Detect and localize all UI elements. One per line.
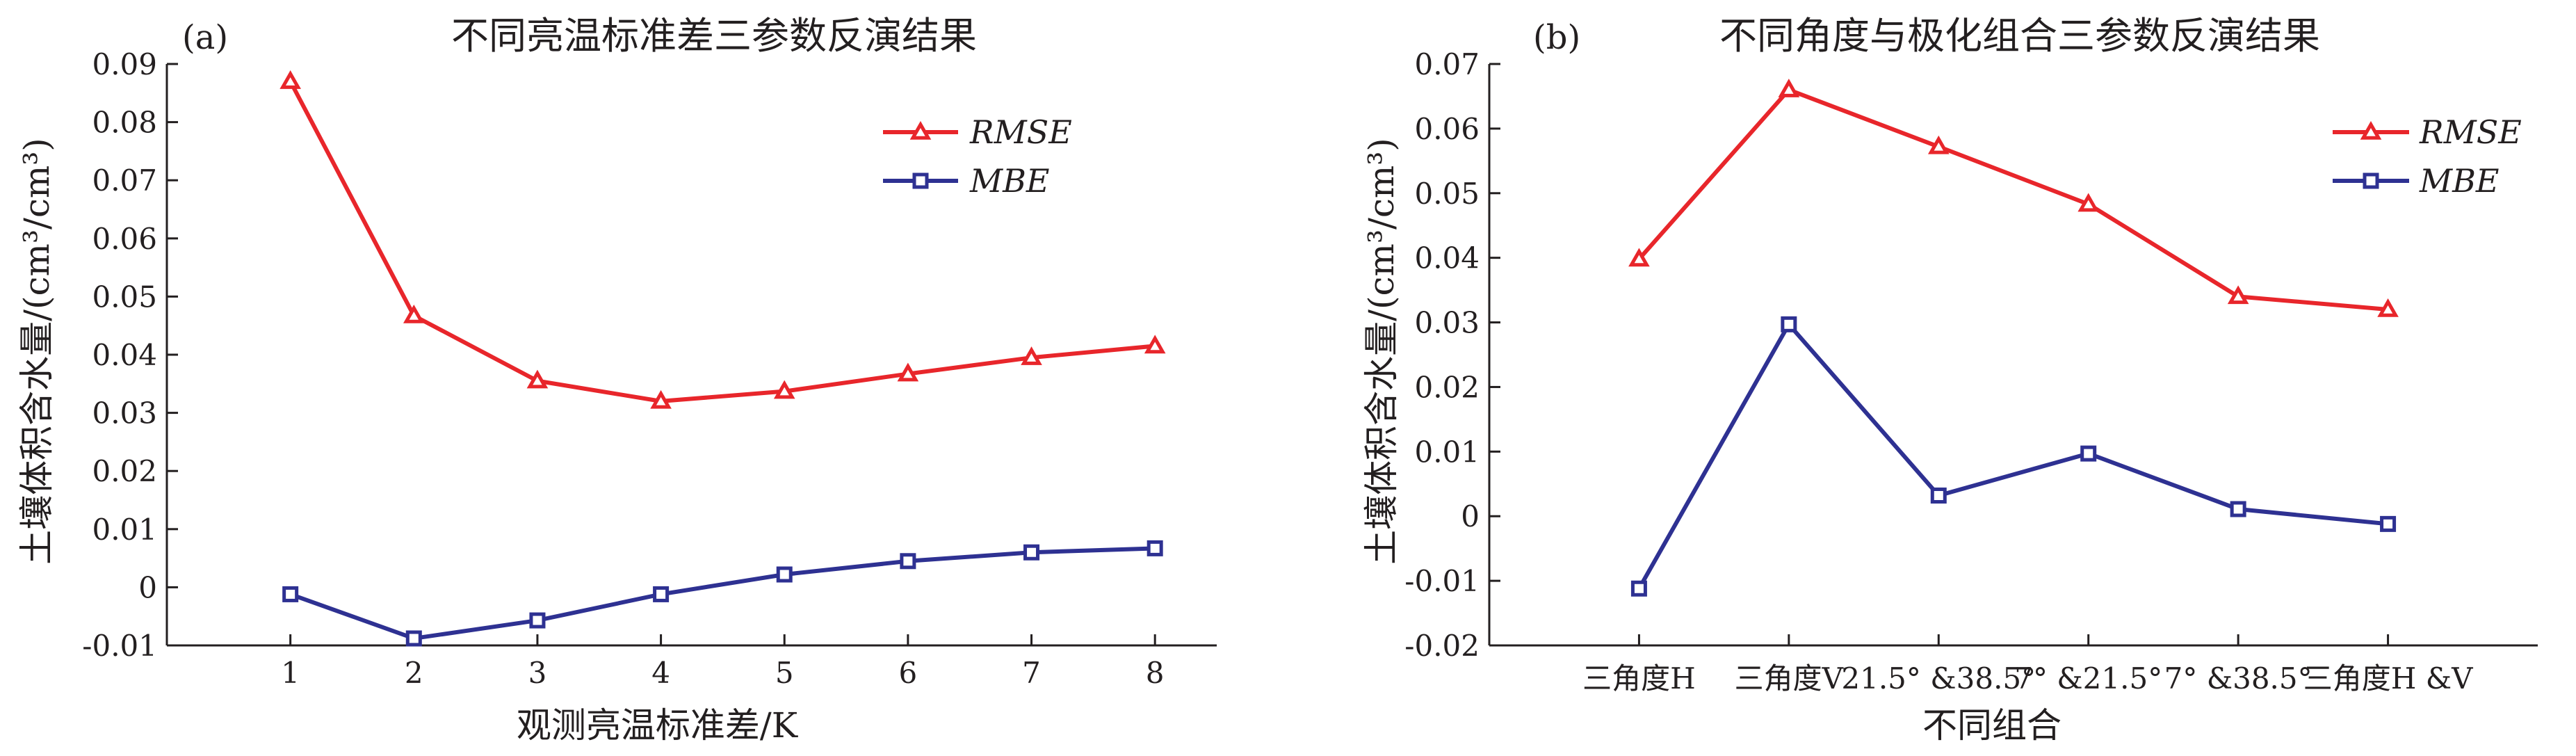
- data-point-mbe: [2230, 501, 2246, 517]
- x-tick-label: 21.5° &38.5°: [1841, 661, 2036, 695]
- y-tick-label: 0.02: [1414, 370, 1480, 404]
- panel-b-title: 不同角度与极化组合三参数反演结果: [1719, 14, 2320, 58]
- panel-a-tag: (a): [182, 18, 228, 57]
- data-point-rmse: [526, 369, 549, 389]
- y-tick-label: -0.01: [1404, 564, 1480, 598]
- x-tick-label: 6: [899, 656, 918, 690]
- y-tick-label: 0.07: [92, 163, 157, 198]
- data-point-mbe: [1781, 316, 1797, 332]
- x-tick-label: 4: [651, 656, 670, 690]
- data-point-rmse: [280, 70, 301, 89]
- x-tick-label: 7° &21.5°: [2014, 661, 2162, 695]
- y-tick-label: 0.04: [1414, 241, 1480, 275]
- x-tick-label: 8: [1146, 656, 1165, 690]
- legend-marker-mbe: [2363, 172, 2379, 189]
- legend-marker-rmse: [909, 120, 932, 140]
- panel-a: (a) 不同亮温标准差三参数反演结果 土壤体积含水量/(cm³/cm³) 观测亮…: [17, 14, 1217, 746]
- legend-label-rmse: RMSE: [2419, 113, 2522, 151]
- data-point-rmse: [650, 389, 672, 409]
- data-point-mbe: [1023, 544, 1040, 561]
- data-point-mbe: [2080, 445, 2097, 462]
- panel-a-y-axis-title: 土壤体积含水量/(cm³/cm³): [17, 138, 57, 565]
- data-point-mbe: [900, 553, 916, 570]
- y-tick-label: 0: [1461, 499, 1480, 533]
- y-tick-label: 0.04: [92, 338, 157, 372]
- data-point-mbe: [2380, 515, 2397, 532]
- panel-b-x-axis-title: 不同组合: [1922, 705, 2061, 746]
- data-point-rmse: [773, 380, 795, 399]
- data-point-rmse: [1778, 79, 1800, 97]
- data-point-mbe: [282, 586, 299, 602]
- y-tick-label: 0.01: [1414, 435, 1480, 469]
- y-tick-label: 0.01: [92, 513, 157, 547]
- legend-label-mbe: MBE: [2419, 162, 2499, 200]
- y-tick-label: 0.08: [92, 106, 157, 140]
- legend-label-rmse: RMSE: [969, 113, 1072, 151]
- series-line-mbe: [1637, 322, 2388, 590]
- panel-a-title: 不同亮温标准差三参数反演结果: [451, 14, 977, 58]
- data-point-rmse: [1021, 346, 1042, 365]
- y-tick-label: 0: [138, 570, 157, 604]
- x-tick-label: 1: [281, 656, 300, 690]
- data-point-mbe: [529, 612, 546, 629]
- y-tick-label: 0.03: [92, 396, 157, 431]
- data-point-mbe: [405, 630, 422, 647]
- data-point-rmse: [1927, 135, 1950, 154]
- data-point-rmse: [403, 304, 425, 323]
- data-point-rmse: [2077, 193, 2100, 212]
- data-point-mbe: [1630, 580, 1647, 597]
- y-tick-label: 0.02: [92, 454, 157, 488]
- legend-label-mbe: MBE: [969, 162, 1049, 200]
- data-point-rmse: [1144, 335, 1166, 354]
- panel-b: (b) 不同角度与极化组合三参数反演结果 土壤体积含水量/(cm³/cm³) 不…: [1361, 14, 2538, 746]
- data-point-rmse: [1628, 248, 1650, 267]
- legend-marker-mbe: [912, 172, 929, 189]
- data-point-mbe: [1930, 487, 1947, 504]
- data-point-rmse: [2227, 285, 2249, 305]
- series-line-mbe: [289, 546, 1156, 641]
- x-tick-label: 7° &38.5°: [2164, 661, 2312, 695]
- data-point-mbe: [776, 566, 793, 583]
- y-tick-label: 0.06: [92, 222, 157, 256]
- x-tick-label: 3: [528, 656, 547, 690]
- series-line-rmse: [1637, 88, 2388, 312]
- y-tick-label: 0.09: [92, 47, 157, 81]
- x-tick-label: 2: [405, 656, 423, 690]
- panel-b-y-axis-title: 土壤体积含水量/(cm³/cm³): [1361, 138, 1402, 565]
- y-tick-label: 0.03: [1414, 306, 1480, 340]
- x-tick-label: 5: [775, 656, 794, 690]
- y-tick-label: 0.05: [92, 280, 157, 314]
- y-tick-label: -0.02: [1404, 629, 1480, 663]
- y-tick-label: 0.07: [1414, 47, 1480, 81]
- panel-a-x-axis-title: 观测亮温标准差/K: [517, 705, 799, 746]
- x-tick-label: 三角度V: [1735, 661, 1844, 695]
- legend-marker-rmse: [2360, 120, 2382, 140]
- y-tick-label: 0.05: [1414, 177, 1480, 211]
- x-tick-label: 三角度H: [1582, 661, 1696, 695]
- data-point-mbe: [1147, 540, 1163, 556]
- panel-b-tag: (b): [1533, 18, 1580, 57]
- data-point-rmse: [897, 362, 919, 382]
- y-tick-label: -0.01: [82, 629, 157, 663]
- data-point-mbe: [653, 586, 670, 602]
- y-tick-label: 0.06: [1414, 112, 1480, 146]
- series-line-rmse: [288, 80, 1156, 403]
- x-tick-label: 三角度H &V: [2303, 661, 2473, 695]
- data-point-rmse: [2377, 298, 2399, 317]
- x-tick-label: 7: [1022, 656, 1041, 690]
